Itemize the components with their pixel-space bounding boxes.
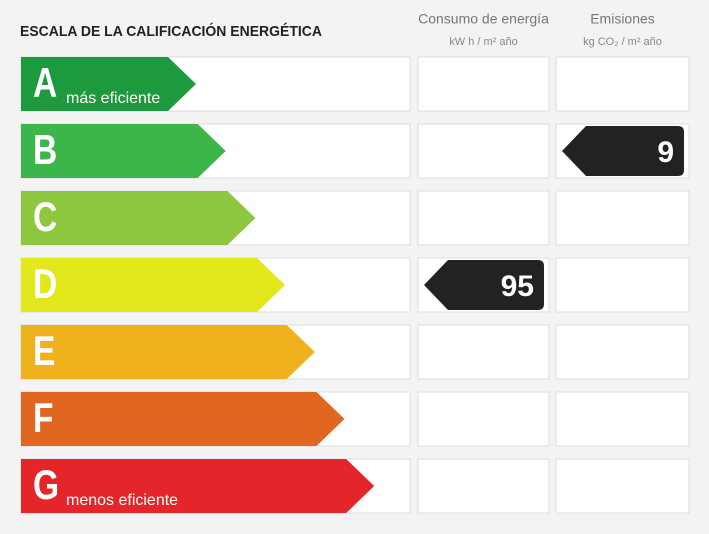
cell	[417, 391, 550, 447]
rating-arrow	[21, 57, 196, 111]
rating-letter: D	[33, 262, 57, 308]
cell	[417, 56, 550, 112]
rating-letter: C	[33, 195, 57, 241]
rating-letter: B	[33, 128, 57, 174]
column-header: Consumo de energía	[418, 11, 549, 27]
rating-letter: F	[33, 396, 54, 442]
rating-letter: A	[33, 61, 57, 107]
cell	[555, 257, 690, 313]
cell	[555, 458, 690, 514]
cell	[417, 324, 550, 380]
rating-arrow	[21, 392, 345, 446]
title: ESCALA DE LA CALIFICACIÓN ENERGÉTICA	[20, 22, 322, 40]
cell	[417, 190, 550, 246]
cell	[555, 190, 690, 246]
indicator-arrow	[424, 260, 544, 310]
rating-arrow	[21, 459, 375, 513]
rating-arrow	[21, 325, 315, 379]
column-header: Emisiones	[590, 11, 655, 27]
rating-note: más eficiente	[66, 90, 160, 107]
rating-arrow	[21, 124, 226, 178]
column-unit: kW h / m² año	[449, 36, 517, 48]
cell	[417, 458, 550, 514]
rating-arrow	[21, 191, 256, 245]
cell	[417, 123, 550, 179]
cell	[555, 324, 690, 380]
rating-letter: G	[33, 463, 59, 509]
indicator-arrow	[562, 126, 684, 176]
indicator-value: 9	[657, 136, 674, 169]
cell	[555, 56, 690, 112]
cell	[555, 391, 690, 447]
rating-arrow	[21, 258, 286, 312]
rating-note: menos eficiente	[66, 492, 178, 509]
column-unit: kg CO₂ / m² año	[583, 36, 662, 48]
rating-letter: E	[33, 329, 55, 375]
indicator-value: 95	[501, 270, 534, 303]
